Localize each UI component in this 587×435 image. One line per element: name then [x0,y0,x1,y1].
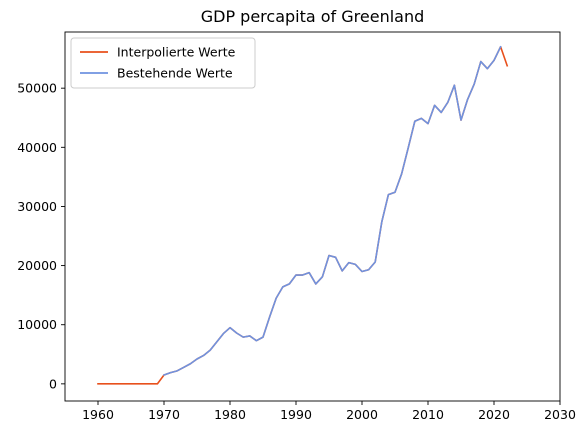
x-tick-label: 2030 [544,407,576,422]
series-line-2 [162,45,502,377]
y-tick-label: 20000 [17,258,57,273]
series-line-1 [97,45,509,385]
x-tick-label: 2000 [346,407,378,422]
legend: Interpolierte Werte Bestehende Werte [70,37,256,89]
plot-area [97,45,509,385]
legend-label: Bestehende Werte [117,66,233,81]
y-tick-label: 10000 [17,317,57,332]
x-tick-label: 1990 [280,407,312,422]
x-tick-label: 1970 [148,407,180,422]
y-tick-label: 30000 [17,199,57,214]
x-tick-label: 1960 [82,407,114,422]
x-tick-label: 2010 [412,407,444,422]
y-tick-label: 40000 [17,140,57,155]
x-tick-label: 1980 [214,407,246,422]
y-tick-label: 0 [49,376,57,391]
axes: 1960 1970 1980 1990 2000 2010 2020 2030 0 10000 20… [17,31,576,422]
legend-box [70,37,256,89]
axes-frame [64,31,561,402]
y-tick-label: 50000 [17,81,57,96]
legend-label: Interpolierte Werte [117,45,236,60]
chart-title: GDP percapita of Greenland [201,7,425,26]
x-tick-label: 2020 [478,407,510,422]
